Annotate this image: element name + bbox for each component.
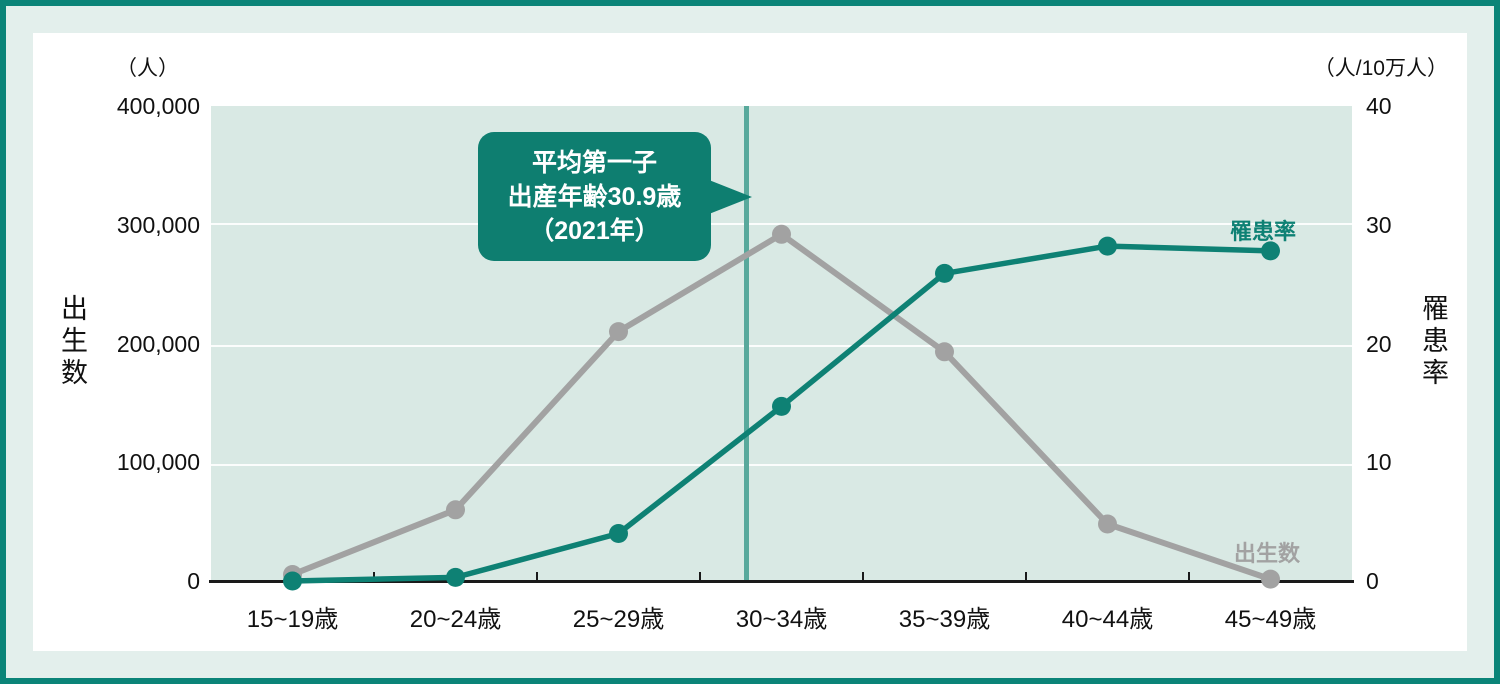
right-axis-title: 罹患率 [1418,294,1448,390]
callout-line-3: （2021年） [529,216,660,245]
births-point [609,322,628,342]
x-axis-category-label: 20~24歳 [409,606,502,633]
rate-point [446,567,465,587]
gridline-300k [211,223,1352,225]
x-axis-line [209,580,1354,583]
x-axis-tick [1188,572,1190,581]
left-axis-tick-label: 0 [187,568,200,594]
rate-point [935,263,954,283]
x-axis-category-label: 30~34歳 [735,606,828,633]
rate-point [609,524,628,543]
births-point [446,500,465,520]
callout-line-2: 出産年齢30.9歳 [507,182,682,211]
right-axis-unit-label: （人/10万人） [1313,57,1448,80]
x-axis-tick [1025,572,1027,581]
births-point [1261,569,1280,589]
average-age-callout: 平均第一子 出産年齢30.9歳 （2021年） [478,132,711,261]
callout-arrow-icon [709,180,752,214]
plot-area [211,106,1352,581]
rate-point [1098,236,1117,256]
x-axis-tick [536,572,538,581]
left-axis-tick-label: 300,000 [116,211,200,238]
series-plot [283,224,1280,591]
rate-point [283,571,302,591]
rate-point [1261,241,1280,261]
x-axis-tick [699,572,701,581]
births-point [1098,514,1117,534]
average-age-marker-line [744,106,749,581]
left-axis-tick-label: 200,000 [116,330,200,357]
left-axis-tick-label: 100,000 [116,449,200,476]
births-point [772,224,791,244]
x-axis-category-label: 45~49歳 [1224,606,1317,633]
left-axis-unit-label: （人） [116,57,179,80]
right-axis-tick-label: 0 [1366,568,1379,594]
x-axis-category-label: 35~39歳 [898,606,991,633]
rate-series-label: 罹患率 [1230,219,1297,244]
callout-line-1: 平均第一子 [531,148,657,177]
right-axis-tick-label: 20 [1366,330,1392,357]
gridline-100k [211,464,1352,466]
left-axis-tick-label: 400,000 [116,93,200,119]
gridline-200k [211,345,1352,347]
births-series-label: 出生数 [1234,541,1301,566]
rate-point [772,396,791,416]
x-axis-tick [862,572,864,581]
left-axis-title: 出生数 [57,294,87,390]
x-axis-category-label: 25~29歳 [572,606,665,633]
x-axis-category-label: 40~44歳 [1061,606,1154,633]
right-axis-tick-label: 10 [1366,449,1392,476]
births-point [935,342,954,362]
x-axis-category-label: 15~19歳 [246,606,339,633]
right-axis-tick-label: 40 [1366,93,1392,119]
right-axis-tick-label: 30 [1366,211,1392,238]
